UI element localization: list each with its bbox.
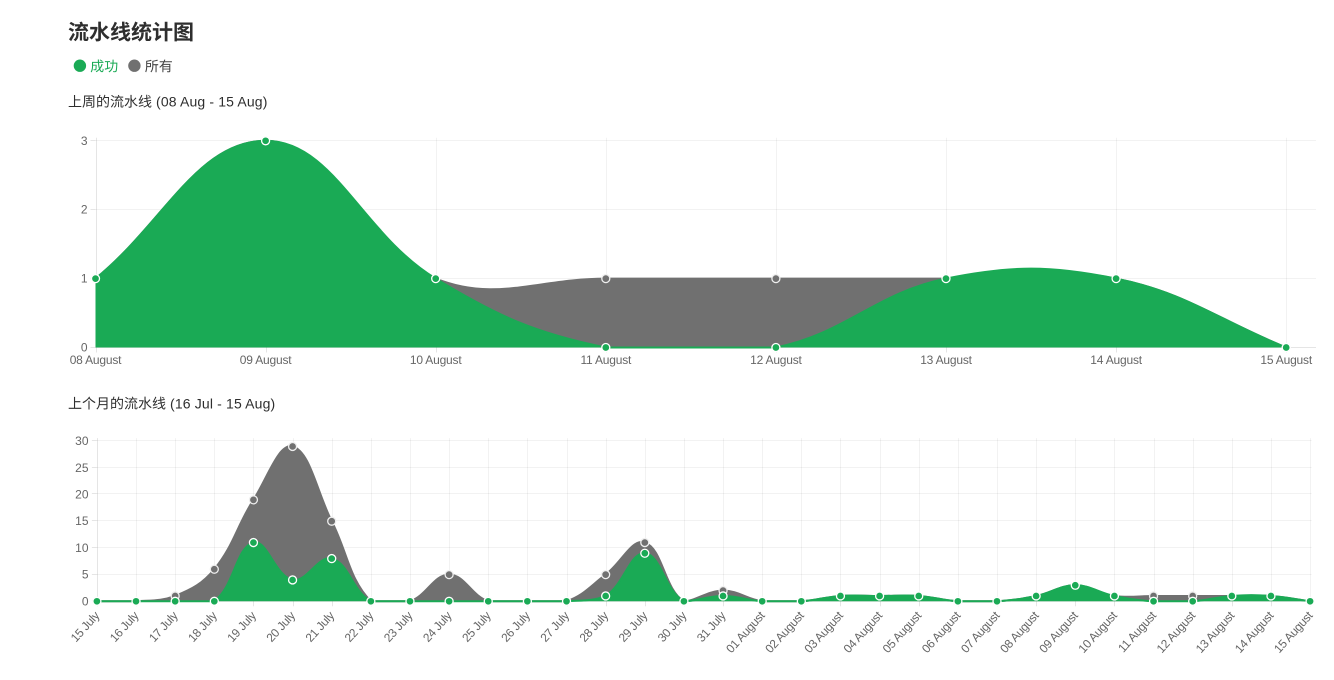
svg-text:20: 20	[75, 488, 89, 502]
svg-text:16 July: 16 July	[107, 609, 142, 645]
svg-text:0: 0	[82, 594, 89, 608]
svg-text:11 August: 11 August	[1115, 608, 1159, 655]
svg-text:09 August: 09 August	[240, 353, 292, 367]
svg-text:19 July: 19 July	[224, 609, 259, 645]
svg-text:0: 0	[81, 341, 88, 355]
svg-text:06 August: 06 August	[919, 608, 964, 656]
svg-text:28 July: 28 July	[577, 609, 612, 645]
svg-text:18 July: 18 July	[185, 609, 220, 645]
svg-text:15 August: 15 August	[1260, 353, 1312, 367]
svg-text:15 August: 15 August	[1271, 608, 1316, 656]
svg-text:13 August: 13 August	[1193, 608, 1238, 656]
svg-text:14 August: 14 August	[1232, 608, 1277, 656]
svg-text:07 August: 07 August	[958, 608, 1003, 656]
svg-text:23 July: 23 July	[381, 609, 416, 645]
svg-text:26 July: 26 July	[498, 609, 533, 645]
svg-text:10: 10	[75, 541, 89, 555]
svg-text:3: 3	[81, 134, 88, 148]
svg-text:24 July: 24 July	[420, 609, 455, 645]
svg-text:15 July: 15 July	[68, 609, 103, 645]
svg-text:30 July: 30 July	[655, 609, 690, 645]
svg-text:03 August: 03 August	[801, 608, 846, 656]
svg-text:12 August: 12 August	[1154, 608, 1199, 656]
svg-text:22 July: 22 July	[342, 609, 377, 645]
svg-text:11 August: 11 August	[580, 353, 632, 367]
svg-text:14 August: 14 August	[1090, 353, 1142, 367]
svg-text:08 August: 08 August	[70, 353, 122, 367]
svg-text:1: 1	[81, 272, 88, 286]
svg-text:10 August: 10 August	[410, 353, 462, 367]
svg-text:30: 30	[75, 434, 89, 448]
svg-text:04 August: 04 August	[841, 608, 886, 656]
svg-text:27 July: 27 July	[537, 609, 572, 645]
svg-text:25: 25	[75, 461, 89, 475]
svg-text:(16 Jul - 15 Aug): (16 Jul - 15 Aug)	[166, 395, 275, 411]
svg-text:20 July: 20 July	[263, 609, 298, 645]
svg-text:01 August: 01 August	[723, 608, 768, 656]
svg-text:5: 5	[82, 568, 89, 582]
svg-text:05 August: 05 August	[880, 608, 925, 656]
svg-text:15: 15	[75, 514, 89, 528]
svg-text:13 August: 13 August	[920, 353, 972, 367]
svg-text:(08 Aug - 15 Aug): (08 Aug - 15 Aug)	[152, 94, 268, 110]
svg-text:10 August: 10 August	[1075, 608, 1120, 656]
svg-text:09 August: 09 August	[1036, 608, 1081, 656]
svg-text:2: 2	[81, 203, 88, 217]
svg-text:02 August: 02 August	[762, 608, 807, 656]
svg-text:08 August: 08 August	[997, 608, 1042, 656]
svg-text:21 July: 21 July	[303, 609, 338, 645]
svg-text:31 July: 31 July	[694, 609, 729, 645]
svg-text:17 July: 17 July	[146, 609, 181, 645]
svg-text:12 August: 12 August	[750, 353, 802, 367]
svg-text:25 July: 25 July	[459, 609, 494, 645]
svg-text:29 July: 29 July	[616, 609, 651, 645]
